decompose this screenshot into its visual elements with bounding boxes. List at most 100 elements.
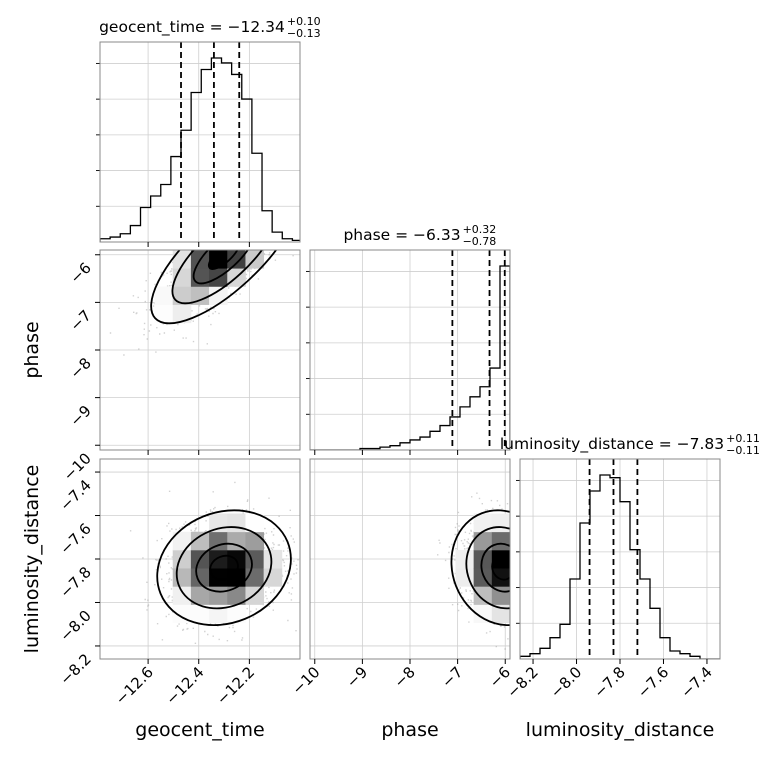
- x-tick-label: −7.8: [590, 663, 628, 701]
- y-tick-label: −10: [60, 449, 95, 484]
- density-cell: [227, 250, 246, 269]
- hist-bar: [222, 63, 232, 242]
- hist-title-phase: phase = −6.33: [343, 226, 460, 244]
- density-cell: [245, 513, 265, 533]
- hist-bar: [560, 624, 570, 659]
- x-tick-label: −12.6: [112, 663, 157, 708]
- density-cell: [491, 549, 510, 569]
- hist-bar: [640, 579, 650, 659]
- x-tick-label: −12.4: [162, 663, 207, 708]
- density-cell: [190, 604, 210, 624]
- x-axis-label-phase: phase: [381, 719, 438, 741]
- density-cell: [190, 531, 210, 551]
- density-cell: [172, 568, 192, 587]
- hist-bar: [660, 638, 670, 659]
- hist-outline: [100, 57, 300, 242]
- density-cell: [209, 531, 228, 551]
- error-plus-label: +0.10: [287, 15, 321, 28]
- density-layer: [437, 492, 510, 650]
- x-tick-label: −8: [390, 663, 418, 691]
- contour-line: [171, 250, 277, 305]
- hist-bar: [400, 443, 410, 450]
- contour-line: [156, 509, 292, 626]
- density-cell: [209, 568, 228, 587]
- hist-bar: [410, 440, 420, 450]
- density-cell: [227, 604, 246, 624]
- hist-bar: [440, 426, 450, 450]
- x-tick-label: −7: [438, 663, 466, 691]
- x-tick-label: −7.4: [677, 663, 715, 701]
- hist-bar: [610, 478, 620, 659]
- contour-line: [465, 526, 510, 610]
- contour-line: [207, 250, 241, 270]
- y-tick-label: −8.0: [56, 607, 94, 645]
- hist-title-luminosity_distance: luminosity_distance = −7.83: [500, 435, 724, 454]
- hist-bar: [480, 387, 490, 450]
- x-tick-label: −9: [343, 663, 371, 691]
- contour-line: [491, 554, 510, 581]
- hist-bar: [252, 153, 262, 242]
- hist-bar: [460, 407, 470, 450]
- hist-panel-luminosity_distance: luminosity_distance = −7.83 +0.11−0.11: [500, 432, 760, 660]
- y-axis-label-luminosity_distance: luminosity_distance: [21, 465, 43, 654]
- density-cell: [263, 549, 283, 569]
- y-tick-label: −7.6: [56, 520, 94, 558]
- hist-bar: [540, 648, 550, 659]
- y-tick-label: −8.2: [56, 650, 94, 688]
- x-axis-label-luminosity_distance: luminosity_distance: [526, 719, 715, 741]
- density-cell: [172, 586, 192, 605]
- error-minus-label: −0.78: [463, 235, 497, 248]
- density-layer: [109, 250, 298, 356]
- hist-bar: [272, 232, 282, 242]
- contour-line: [195, 542, 253, 593]
- hist-bar: [670, 651, 680, 659]
- hist-panel-geocent_time: geocent_time = −12.34 +0.10−0.13: [96, 15, 321, 243]
- density-cell: [172, 604, 192, 624]
- hist-bar: [161, 185, 171, 243]
- density-cell: [227, 568, 246, 587]
- density-cell: [455, 549, 475, 569]
- hist-bar: [181, 130, 191, 242]
- density-cell: [473, 586, 493, 605]
- y-tick-label: −6: [66, 259, 94, 287]
- density-cell: [209, 586, 228, 605]
- hist-bar: [262, 211, 272, 242]
- hist-bar: [120, 234, 130, 242]
- contour-line: [450, 509, 510, 626]
- hist-bar: [600, 475, 610, 659]
- hist-bar: [430, 431, 440, 450]
- x-tick-label: −8.2: [503, 663, 541, 701]
- error-minus-label: −0.11: [726, 444, 760, 457]
- hist-bar: [151, 196, 161, 242]
- hist-bar: [530, 654, 540, 659]
- scatter-panel-phase-luminosity_distance: [309, 458, 511, 660]
- hist-bar: [201, 70, 211, 243]
- y-axis-label-phase: phase: [21, 321, 43, 378]
- contour-line: [192, 250, 256, 285]
- density-cell: [491, 513, 510, 533]
- contour-line: [175, 526, 273, 610]
- density-cell: [154, 286, 174, 305]
- hist-outline: [520, 474, 720, 659]
- hist-bar: [171, 157, 181, 242]
- x-tick-label: −8.0: [547, 663, 585, 701]
- hist-panel-phase: phase = −6.33 +0.32−0.78: [306, 223, 511, 451]
- density-cell: [190, 286, 210, 305]
- x-tick-label: −10: [288, 663, 323, 698]
- density-cell: [473, 513, 493, 533]
- density-cell: [227, 586, 246, 605]
- y-tick-label: −7.4: [56, 476, 94, 514]
- density-cell: [473, 531, 493, 551]
- scatter-panel-geocent_time-phase: [99, 249, 301, 451]
- hist-bar: [490, 368, 500, 450]
- scatter-panel-geocent_time-luminosity_distance: [99, 458, 301, 660]
- hist-outline: [310, 265, 510, 450]
- hist-bar: [620, 502, 630, 659]
- error-minus-label: −0.13: [287, 27, 321, 40]
- hist-bar: [580, 523, 590, 659]
- density-cell: [172, 304, 192, 324]
- contour-line: [150, 250, 298, 325]
- density-cell: [154, 304, 174, 324]
- hist-title-geocent_time: geocent_time = −12.34: [99, 18, 285, 37]
